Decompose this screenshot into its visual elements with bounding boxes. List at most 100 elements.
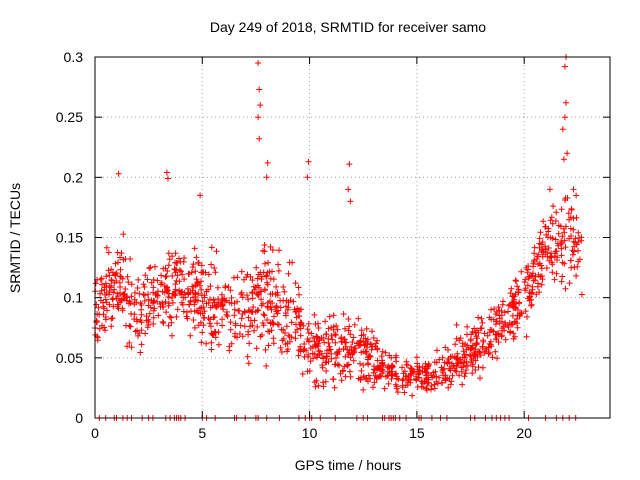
data-point [215, 341, 222, 348]
data-point [464, 331, 470, 338]
data-point [393, 352, 400, 359]
data-point [158, 272, 165, 279]
data-point [373, 340, 379, 347]
data-point [211, 314, 218, 320]
data-point [305, 338, 312, 344]
data-point [344, 361, 350, 368]
data-point [198, 269, 205, 276]
data-point [277, 344, 284, 351]
data-point [433, 378, 440, 385]
data-point [212, 269, 219, 276]
data-point [270, 340, 277, 347]
data-point [162, 298, 169, 305]
data-point [346, 323, 353, 330]
x-tick-label: 15 [409, 425, 425, 441]
data-point [92, 280, 99, 287]
data-point [201, 292, 208, 299]
data-point [347, 198, 354, 205]
data-point [492, 331, 499, 338]
data-point [249, 295, 256, 302]
data-point [394, 389, 401, 396]
data-point [522, 285, 529, 292]
data-point [373, 375, 380, 382]
data-point [459, 354, 466, 361]
data-point [457, 335, 464, 342]
data-point [347, 331, 354, 338]
y-tick-label: 0 [75, 410, 83, 426]
data-point [226, 347, 233, 354]
data-point [476, 348, 483, 355]
y-tick-label: 0.3 [64, 49, 84, 65]
data-point [362, 335, 369, 342]
data-point [358, 349, 365, 356]
data-point [228, 340, 235, 347]
data-point [169, 332, 175, 339]
data-point [513, 278, 520, 285]
data-point [117, 266, 124, 273]
data-point [265, 259, 272, 266]
data-point [484, 332, 491, 339]
data-point [162, 265, 169, 272]
data-point [95, 304, 102, 311]
data-point [178, 268, 184, 275]
data-point [462, 370, 469, 377]
data-point [116, 279, 123, 286]
data-point [368, 346, 375, 353]
data-point [101, 284, 108, 291]
data-point [350, 334, 357, 341]
data-point [141, 292, 148, 299]
data-point [430, 373, 437, 379]
data-point [108, 266, 115, 273]
data-point [491, 306, 498, 312]
data-point [117, 254, 123, 261]
data-point [564, 150, 571, 157]
data-point [306, 368, 313, 374]
data-point [334, 351, 341, 358]
data-point [99, 322, 105, 329]
data-point [166, 256, 173, 263]
data-point [550, 203, 557, 210]
data-point [281, 288, 288, 295]
data-point [239, 294, 246, 301]
data-point [97, 297, 104, 304]
data-point [325, 325, 332, 332]
data-point [547, 234, 554, 241]
data-point [231, 333, 238, 340]
data-point [150, 284, 157, 291]
data-point [118, 250, 125, 257]
data-point [198, 339, 205, 346]
data-point [495, 304, 502, 311]
data-point [566, 235, 573, 242]
data-point [127, 300, 134, 306]
data-point [145, 319, 152, 325]
data-point [102, 296, 109, 303]
data-point [115, 259, 121, 266]
data-point [528, 302, 535, 309]
data-point [381, 385, 388, 392]
data-point [280, 335, 287, 342]
data-point [108, 323, 115, 330]
data-point [283, 323, 290, 330]
data-point [578, 237, 585, 244]
data-point [486, 349, 493, 356]
data-point [241, 323, 248, 330]
data-point [291, 306, 298, 313]
data-point [365, 372, 372, 379]
data-point [197, 310, 204, 317]
data-point [299, 371, 306, 377]
data-point [567, 257, 574, 264]
data-point [459, 381, 466, 388]
data-point [364, 336, 371, 343]
data-point [305, 158, 312, 165]
data-point [264, 279, 270, 286]
data-point [135, 276, 142, 283]
data-point [219, 316, 226, 323]
data-point [275, 261, 282, 268]
data-point [566, 216, 573, 223]
data-point [529, 289, 536, 296]
data-point [512, 304, 519, 311]
y-tick-label: 0.1 [64, 290, 84, 306]
data-point [165, 175, 171, 182]
data-point [102, 327, 109, 334]
data-point [208, 339, 215, 346]
